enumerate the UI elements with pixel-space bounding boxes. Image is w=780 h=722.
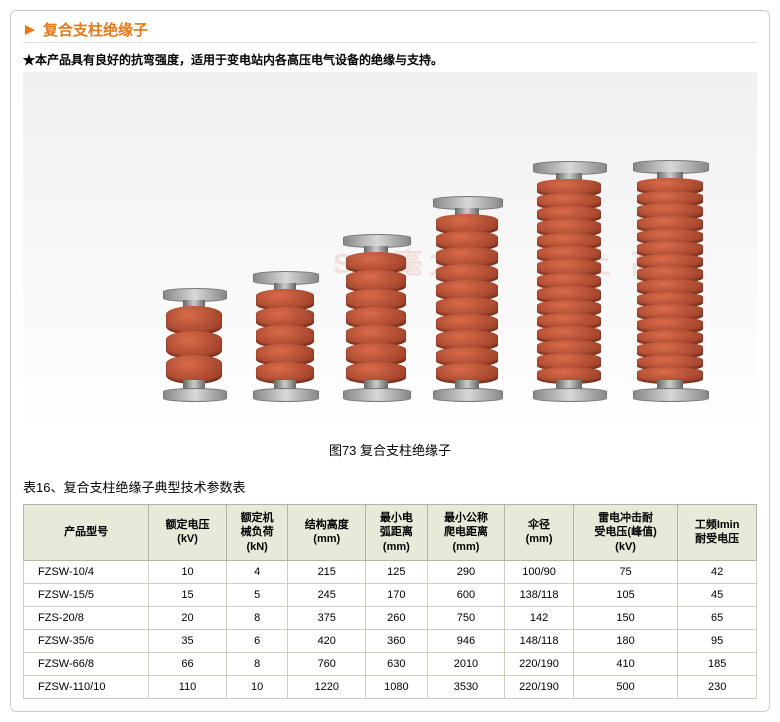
table-cell: 245: [288, 583, 366, 606]
table-cell: 290: [427, 560, 505, 583]
table-cell: 185: [678, 652, 757, 675]
table-cell: 142: [505, 606, 574, 629]
table-cell: FZSW-15/5: [24, 583, 149, 606]
table-cell: 100/90: [505, 560, 574, 583]
table-row: FZSW-110/1011010122010803530220/19050023…: [24, 675, 757, 698]
table-header-cell: 工频Imin耐受电压: [678, 505, 757, 561]
table-cell: 630: [366, 652, 428, 675]
table-caption: 表16、复合支柱绝缘子典型技术参数表: [23, 477, 757, 496]
table-cell: 600: [427, 583, 505, 606]
table-cell: 180: [573, 629, 678, 652]
table-header-cell: 额定电压(kV): [149, 505, 227, 561]
table-header-cell: 雷电冲击耐受电压(峰值)(kV): [573, 505, 678, 561]
table-header-cell: 产品型号: [24, 505, 149, 561]
table-cell: FZSW-110/10: [24, 675, 149, 698]
table-cell: 2010: [427, 652, 505, 675]
table-cell: 220/190: [505, 652, 574, 675]
table-row: FZSW-10/4104215125290100/907542: [24, 560, 757, 583]
table-cell: 75: [573, 560, 678, 583]
table-header-cell: 最小电弧距离(mm): [366, 505, 428, 561]
insulator: [253, 271, 317, 402]
table-header-cell: 伞径(mm): [505, 505, 574, 561]
table-cell: 150: [573, 606, 678, 629]
table-cell: 15: [149, 583, 227, 606]
table-cell: 230: [678, 675, 757, 698]
table-cell: 3530: [427, 675, 505, 698]
table-cell: 500: [573, 675, 678, 698]
table-header-row: 产品型号额定电压(kV)额定机械负荷(kN)结构高度(mm)最小电弧距离(mm)…: [24, 505, 757, 561]
table-cell: 42: [678, 560, 757, 583]
table-cell: FZSW-35/6: [24, 629, 149, 652]
table-cell: 35: [149, 629, 227, 652]
title-row: 复合支柱绝缘子: [23, 19, 757, 43]
table-cell: 65: [678, 606, 757, 629]
table-cell: 1080: [366, 675, 428, 698]
table-cell: 110: [149, 675, 227, 698]
insulator: [343, 234, 409, 402]
table-cell: FZSW-66/8: [24, 652, 149, 675]
figure-caption: 图73 复合支柱绝缘子: [23, 440, 757, 459]
page-container: 复合支柱绝缘子 ★本产品具有良好的抗弯强度，适用于变电站内各高压电气设备的绝缘与…: [10, 10, 770, 712]
table-cell: 170: [366, 583, 428, 606]
spec-table: 产品型号额定电压(kV)额定机械负荷(kN)结构高度(mm)最小电弧距离(mm)…: [23, 504, 757, 699]
table-body: FZSW-10/4104215125290100/907542FZSW-15/5…: [24, 560, 757, 698]
table-header-cell: 最小公称爬电距离(mm): [427, 505, 505, 561]
table-cell: 95: [678, 629, 757, 652]
table-header-cell: 结构高度(mm): [288, 505, 366, 561]
table-cell: 8: [226, 606, 288, 629]
table-cell: FZS-20/8: [24, 606, 149, 629]
table-cell: 45: [678, 583, 757, 606]
figure-area: Sg 毫力 上 高电: [23, 72, 757, 432]
table-cell: 420: [288, 629, 366, 652]
table-header-cell: 额定机械负荷(kN): [226, 505, 288, 561]
table-cell: 1220: [288, 675, 366, 698]
table-cell: 5: [226, 583, 288, 606]
table-cell: 360: [366, 629, 428, 652]
table-row: FZSW-15/5155245170600138/11810545: [24, 583, 757, 606]
table-row: FZSW-66/86687606302010220/190410185: [24, 652, 757, 675]
table-cell: FZSW-10/4: [24, 560, 149, 583]
table-cell: 105: [573, 583, 678, 606]
table-cell: 6: [226, 629, 288, 652]
subtitle: ★本产品具有良好的抗弯强度，适用于变电站内各高压电气设备的绝缘与支持。: [23, 51, 757, 68]
table-cell: 10: [149, 560, 227, 583]
table-cell: 125: [366, 560, 428, 583]
table-cell: 260: [366, 606, 428, 629]
table-cell: 20: [149, 606, 227, 629]
table-cell: 946: [427, 629, 505, 652]
table-cell: 375: [288, 606, 366, 629]
arrow-icon: [23, 23, 37, 37]
section-title: 复合支柱绝缘子: [43, 19, 148, 40]
table-cell: 148/118: [505, 629, 574, 652]
table-cell: 8: [226, 652, 288, 675]
table-cell: 760: [288, 652, 366, 675]
table-cell: 10: [226, 675, 288, 698]
table-cell: 215: [288, 560, 366, 583]
table-cell: 410: [573, 652, 678, 675]
table-cell: 138/118: [505, 583, 574, 606]
insulator: [163, 288, 225, 402]
insulator: [533, 161, 605, 402]
insulator: [433, 196, 501, 402]
table-cell: 4: [226, 560, 288, 583]
table-cell: 220/190: [505, 675, 574, 698]
table-cell: 66: [149, 652, 227, 675]
table-row: FZSW-35/6356420360946148/11818095: [24, 629, 757, 652]
table-row: FZS-20/820837526075014215065: [24, 606, 757, 629]
insulator: [633, 160, 707, 402]
table-cell: 750: [427, 606, 505, 629]
